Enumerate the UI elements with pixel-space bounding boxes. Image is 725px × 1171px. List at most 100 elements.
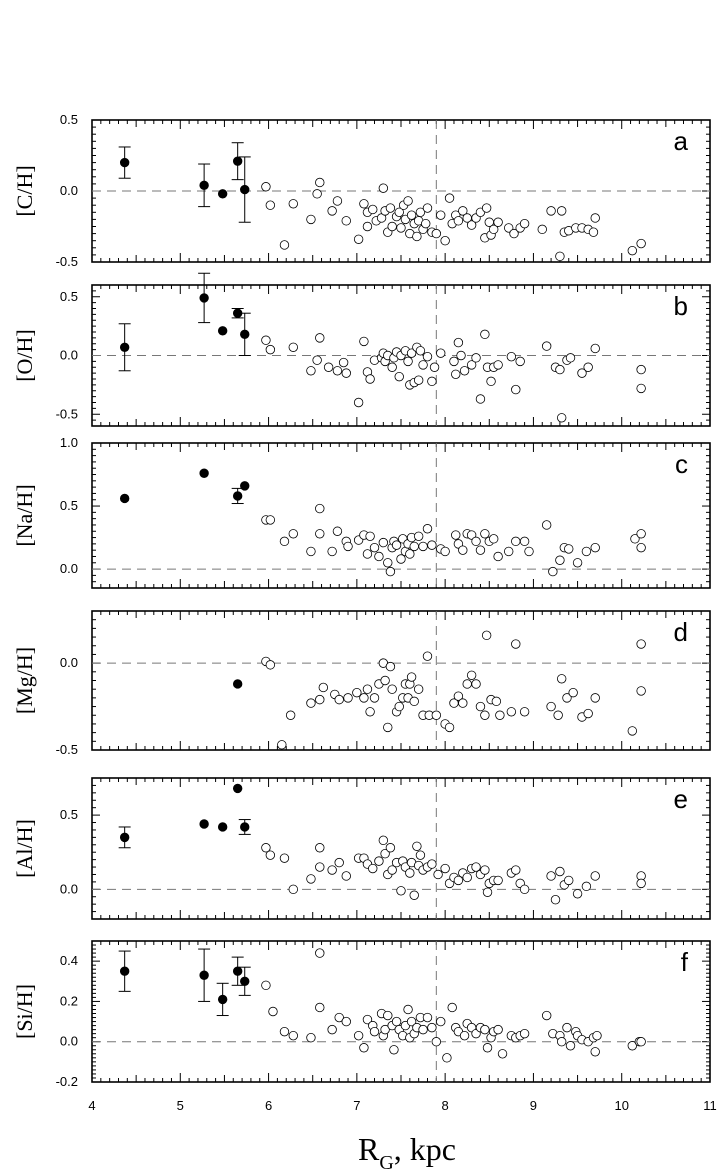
open-data-point	[442, 1053, 452, 1063]
open-data-point	[387, 362, 397, 372]
filled-data-point	[217, 822, 228, 832]
y-tick-label: 0.5	[60, 498, 78, 513]
open-data-point	[306, 546, 316, 557]
panel-a: 0.5 0.0 -0.5 [C/H] a	[12, 112, 711, 269]
open-data-point	[456, 350, 466, 361]
panel-c: 1.0 0.5 0.0 [Na/H] c	[12, 435, 711, 589]
open-data-point	[458, 206, 468, 216]
open-data-point	[493, 217, 503, 227]
open-data-point	[519, 1028, 530, 1039]
open-data-point	[504, 223, 514, 233]
x-tick-label: 8	[442, 1098, 449, 1113]
open-data-point	[482, 887, 493, 897]
open-data-point	[327, 865, 337, 875]
open-data-point	[475, 394, 486, 404]
open-data-point	[261, 335, 271, 345]
open-data-point	[590, 693, 600, 703]
open-data-point	[279, 536, 290, 547]
open-data-point	[511, 865, 521, 875]
open-data-point	[581, 546, 592, 557]
open-data-point	[306, 214, 316, 225]
open-data-point	[343, 693, 353, 703]
x-axis-label: RG, kpc	[358, 1131, 456, 1171]
open-data-point	[453, 691, 464, 701]
open-data-point	[315, 1002, 325, 1013]
open-data-point	[341, 1016, 351, 1027]
open-data-point	[636, 364, 646, 375]
open-data-point	[466, 220, 477, 230]
open-data-point	[288, 342, 298, 352]
open-data-point	[374, 856, 384, 866]
open-data-point	[480, 529, 490, 539]
open-data-point	[418, 360, 428, 370]
x-ticks	[91, 285, 711, 426]
open-data-point	[394, 207, 404, 218]
filled-data-point	[119, 342, 130, 352]
open-data-point	[427, 1022, 437, 1033]
open-data-point	[562, 693, 572, 703]
panel-letter: e	[674, 784, 688, 814]
open-data-point	[279, 853, 290, 863]
x-tick-label: 10	[614, 1098, 628, 1113]
open-data-point	[378, 835, 389, 846]
open-data-point	[462, 679, 472, 689]
filled-data-point	[240, 822, 250, 832]
open-data-point	[564, 875, 574, 886]
open-data-point	[588, 227, 599, 237]
open-data-point	[556, 674, 567, 684]
open-data-point	[265, 200, 276, 210]
open-data-point	[581, 881, 592, 892]
open-data-point	[359, 1043, 369, 1053]
open-data-point	[444, 193, 455, 203]
open-data-point	[378, 183, 389, 193]
open-data-point	[268, 1006, 278, 1017]
filled-data-point	[199, 468, 209, 478]
open-data-point	[285, 710, 296, 720]
open-data-point	[422, 351, 433, 362]
open-data-point	[332, 366, 343, 376]
open-data-point	[555, 866, 565, 877]
open-data-point	[306, 1032, 316, 1043]
open-data-point	[341, 216, 351, 226]
open-data-point	[493, 875, 503, 886]
open-data-point	[383, 558, 393, 568]
open-data-point	[497, 1049, 508, 1059]
open-data-point	[353, 234, 364, 244]
open-points	[261, 630, 646, 750]
open-data-point	[475, 545, 486, 555]
open-data-point	[489, 534, 499, 544]
open-data-point	[312, 355, 322, 365]
open-data-point	[546, 701, 556, 712]
open-data-point	[334, 694, 344, 705]
open-data-point	[422, 203, 433, 213]
open-data-point	[306, 366, 316, 376]
open-data-point	[636, 878, 646, 889]
open-data-point	[315, 694, 325, 705]
y-tick-label: 0.5	[60, 289, 78, 304]
open-data-point	[481, 203, 492, 213]
open-data-point	[403, 196, 413, 206]
y-tick-label: 0.4	[60, 953, 78, 968]
open-data-point	[519, 884, 530, 895]
open-data-point	[572, 558, 583, 568]
open-data-point	[506, 351, 517, 362]
open-data-point	[627, 245, 638, 256]
open-data-point	[365, 707, 375, 717]
open-data-point	[436, 348, 446, 358]
panel-b: 0.5 0.0 -0.5 [O/H] b	[12, 272, 711, 427]
y-axis-label: [O/H]	[12, 329, 37, 382]
open-data-point	[556, 1037, 567, 1047]
open-data-point	[636, 238, 646, 249]
open-data-point	[418, 1024, 428, 1035]
x-tick-label: 5	[177, 1098, 184, 1113]
open-data-point	[564, 544, 574, 554]
open-data-point	[327, 206, 337, 216]
open-data-point	[440, 235, 450, 246]
filled-points	[118, 272, 251, 372]
filled-data-point	[217, 994, 228, 1005]
open-data-point	[572, 889, 583, 899]
open-data-point	[495, 710, 505, 720]
y-tick-label: -0.5	[56, 254, 78, 269]
open-data-point	[362, 1014, 373, 1025]
open-data-point	[489, 224, 499, 235]
